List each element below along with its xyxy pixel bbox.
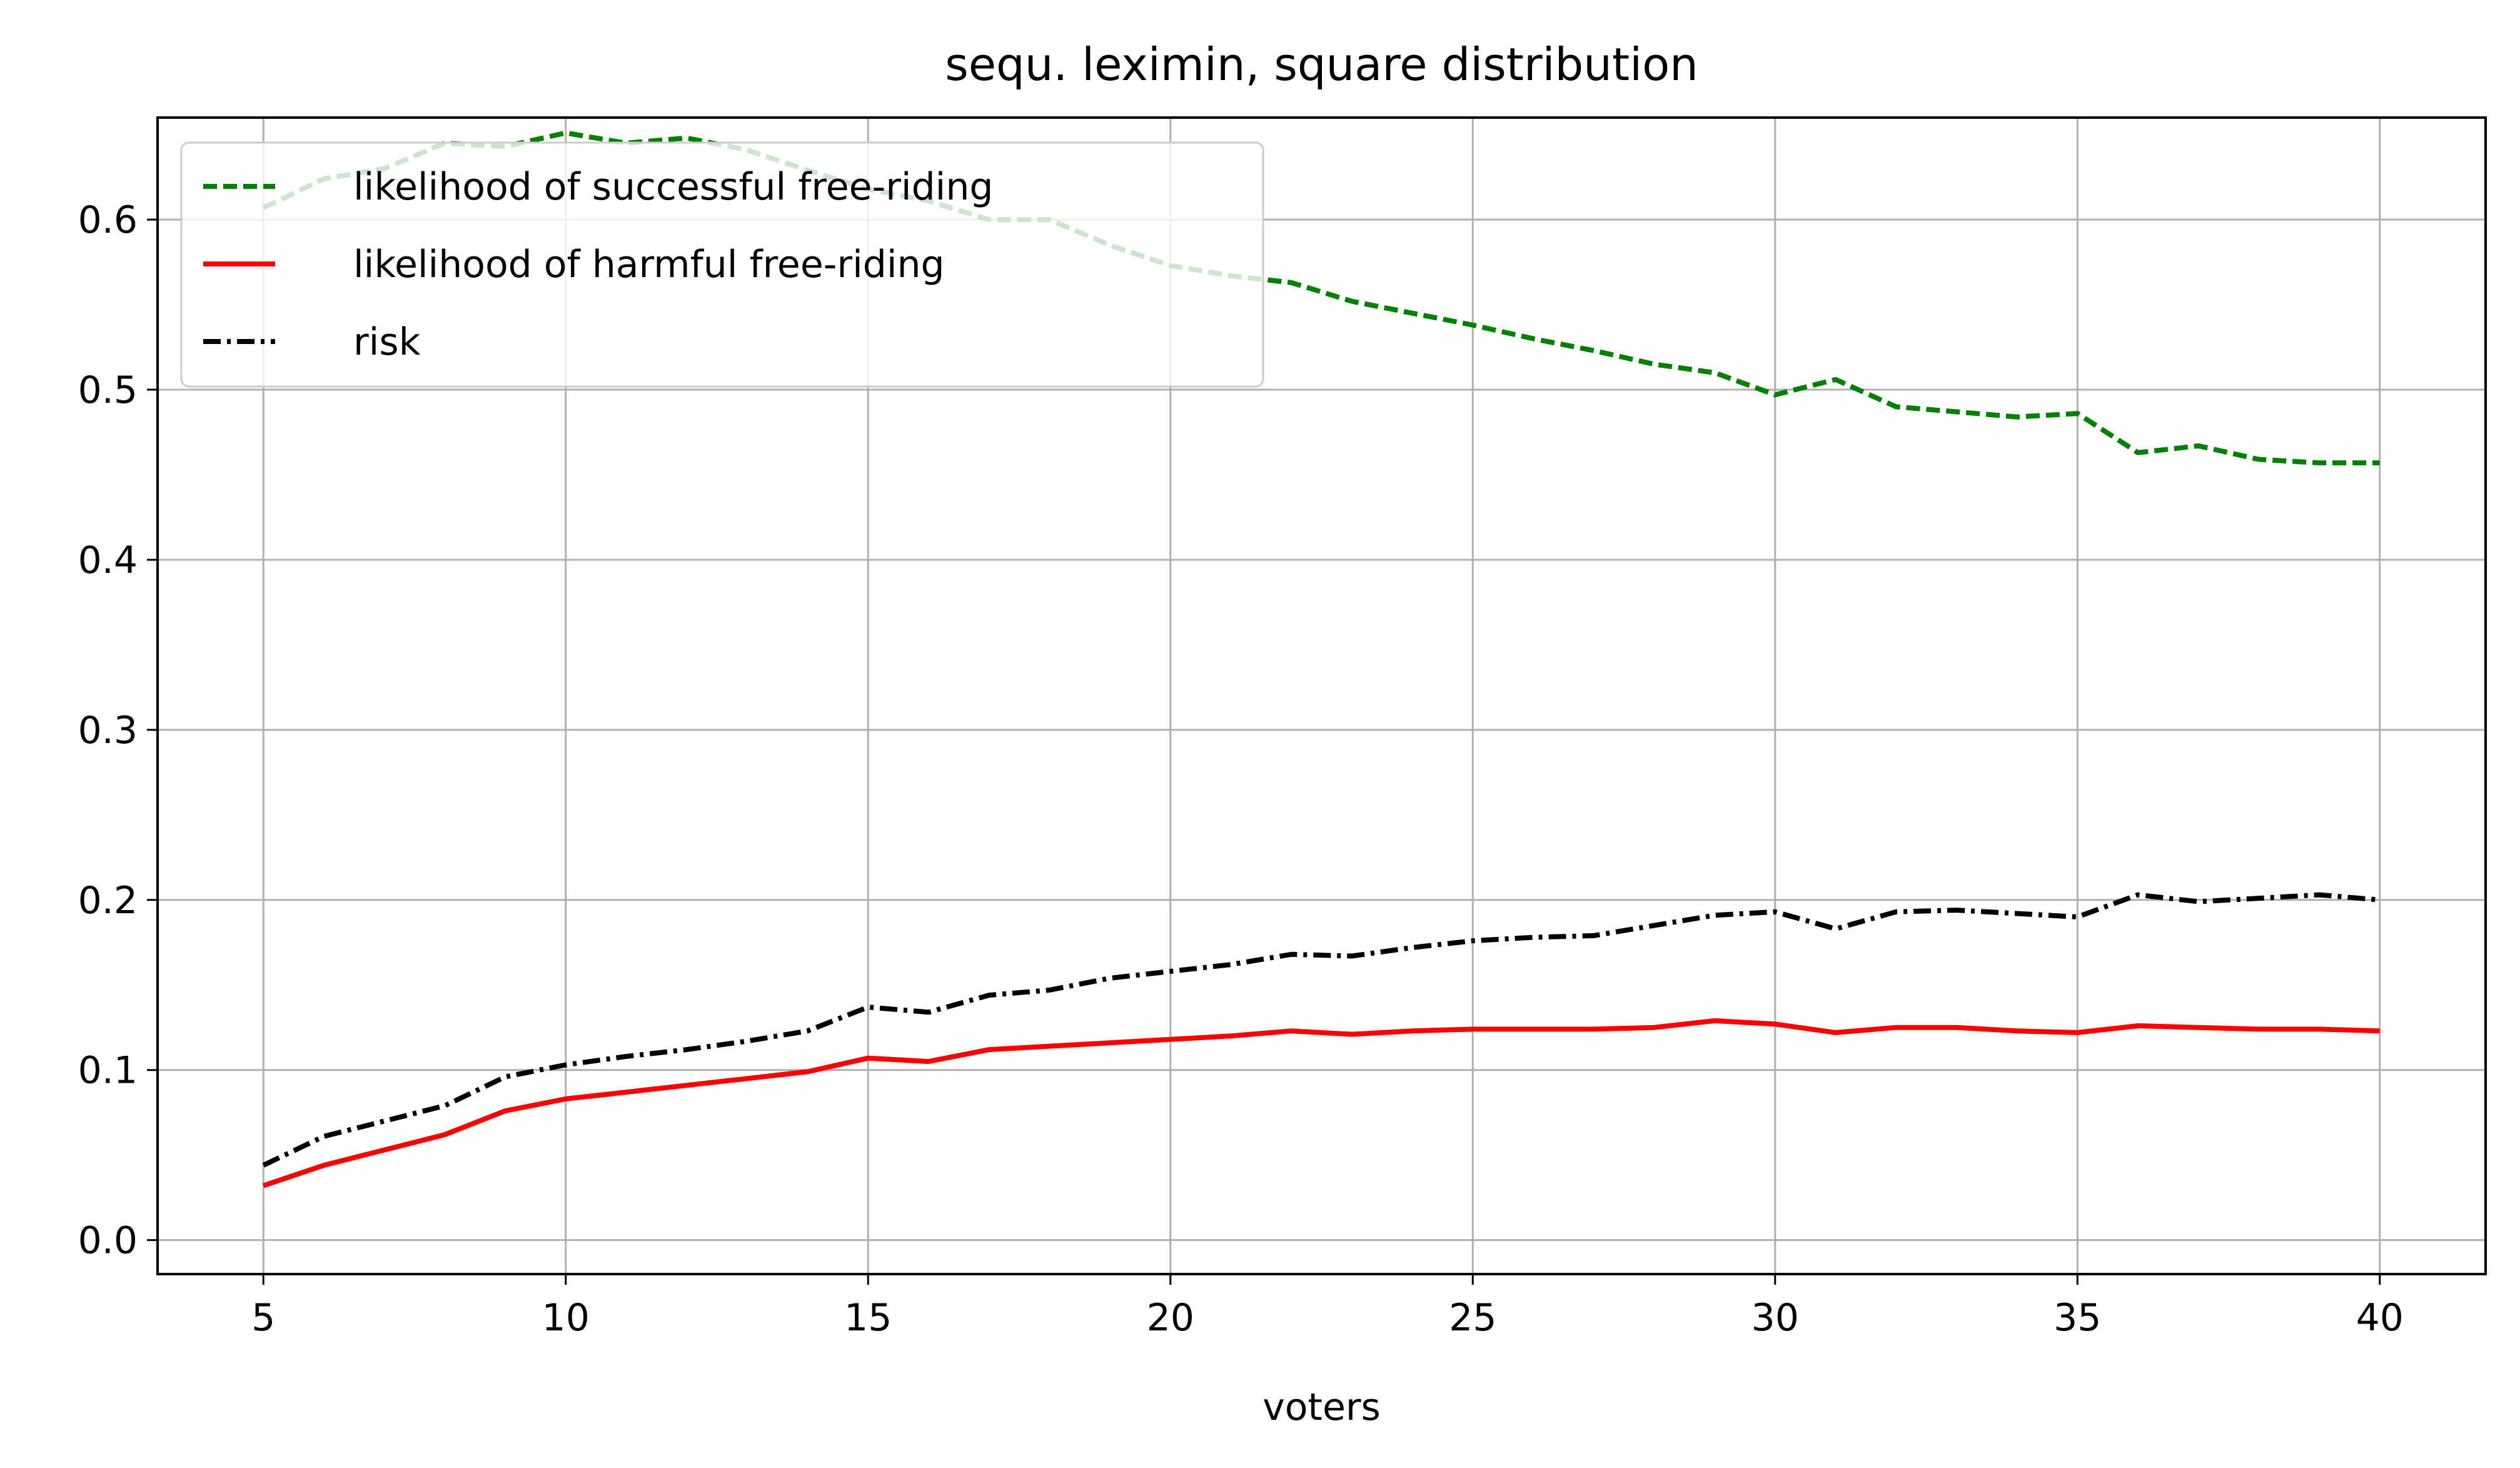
data-point <box>1896 911 1897 912</box>
legend-label: likelihood of successful free-riding <box>353 165 993 209</box>
data-point <box>2379 899 2380 900</box>
series-0-group <box>262 130 2380 465</box>
data-point <box>807 1071 808 1072</box>
data-point <box>505 1076 506 1077</box>
axes-ticks: 5 10 15 20 25 30 35 40 0.0 0.1 0.2 0.3 0.4 0.5 0.6 <box>78 198 2404 1340</box>
data-point <box>2137 452 2138 453</box>
chart-title: sequ. leximin, square distribution <box>945 38 1698 91</box>
data-point <box>505 1110 506 1111</box>
y-tick-label: 0.4 <box>78 539 138 582</box>
data-point <box>1956 1027 1957 1028</box>
data-point <box>263 1185 264 1186</box>
data-point <box>1593 350 1594 351</box>
data-point <box>928 1012 929 1013</box>
y-tick-label: 0.3 <box>78 709 138 752</box>
y-tick-label: 0.5 <box>78 368 138 412</box>
y-tick-label: 0.2 <box>78 879 138 923</box>
series-2-group <box>262 892 2381 1168</box>
series-lines <box>262 130 2381 1188</box>
data-point <box>1654 925 1655 926</box>
data-point <box>2379 462 2380 463</box>
data-point <box>1593 935 1594 936</box>
data-point <box>1351 1034 1352 1035</box>
legend-box <box>180 141 1264 388</box>
y-tick-label: 0.6 <box>78 198 138 242</box>
data-point <box>1170 1039 1171 1040</box>
data-point <box>2198 445 2199 446</box>
data-point <box>2319 894 2320 895</box>
data-point <box>2319 1029 2320 1030</box>
data-point <box>2077 413 2078 414</box>
data-point <box>1956 910 1957 911</box>
y-tick-label: 0.0 <box>78 1219 138 1263</box>
x-tick-label: 25 <box>1449 1296 1496 1340</box>
x-tick-label: 20 <box>1147 1296 1194 1340</box>
legend-label: likelihood of harmful free-riding <box>353 243 945 286</box>
data-point <box>2319 462 2320 463</box>
x-tick-label: 35 <box>2054 1296 2101 1340</box>
data-point <box>2137 894 2138 895</box>
data-point <box>1896 1027 1897 1028</box>
x-axis-label: voters <box>1263 1385 1381 1429</box>
data-point <box>1654 1027 1655 1028</box>
series-1-group <box>262 1018 2380 1188</box>
data-point <box>2198 901 2199 902</box>
plot-frame <box>156 116 2487 1275</box>
series-line <box>262 892 2381 1168</box>
data-point <box>1412 947 1413 948</box>
legend-label: risk <box>353 320 421 364</box>
data-point <box>868 1007 869 1008</box>
data-point <box>1593 1029 1594 1030</box>
x-tick-label: 40 <box>2356 1296 2404 1340</box>
data-point <box>2077 1032 2078 1033</box>
x-tick-label: 15 <box>844 1296 892 1340</box>
data-point <box>928 1061 929 1062</box>
data-point <box>1835 379 1836 380</box>
data-point <box>1654 364 1655 365</box>
series-line <box>262 1018 2380 1188</box>
x-tick-label: 10 <box>542 1296 590 1340</box>
x-tick-label: 30 <box>1751 1296 1799 1340</box>
data-point <box>1291 282 1292 283</box>
data-point <box>2077 916 2078 917</box>
series-line <box>262 130 2380 465</box>
y-tick-label: 0.1 <box>78 1049 138 1093</box>
data-point <box>2198 1027 2199 1028</box>
data-point <box>626 1092 627 1093</box>
x-tick-label: 5 <box>251 1296 275 1340</box>
legend: likelihood of successful free-riding like… <box>180 141 1264 388</box>
data-point <box>1835 1032 1836 1033</box>
data-point <box>565 1098 566 1099</box>
